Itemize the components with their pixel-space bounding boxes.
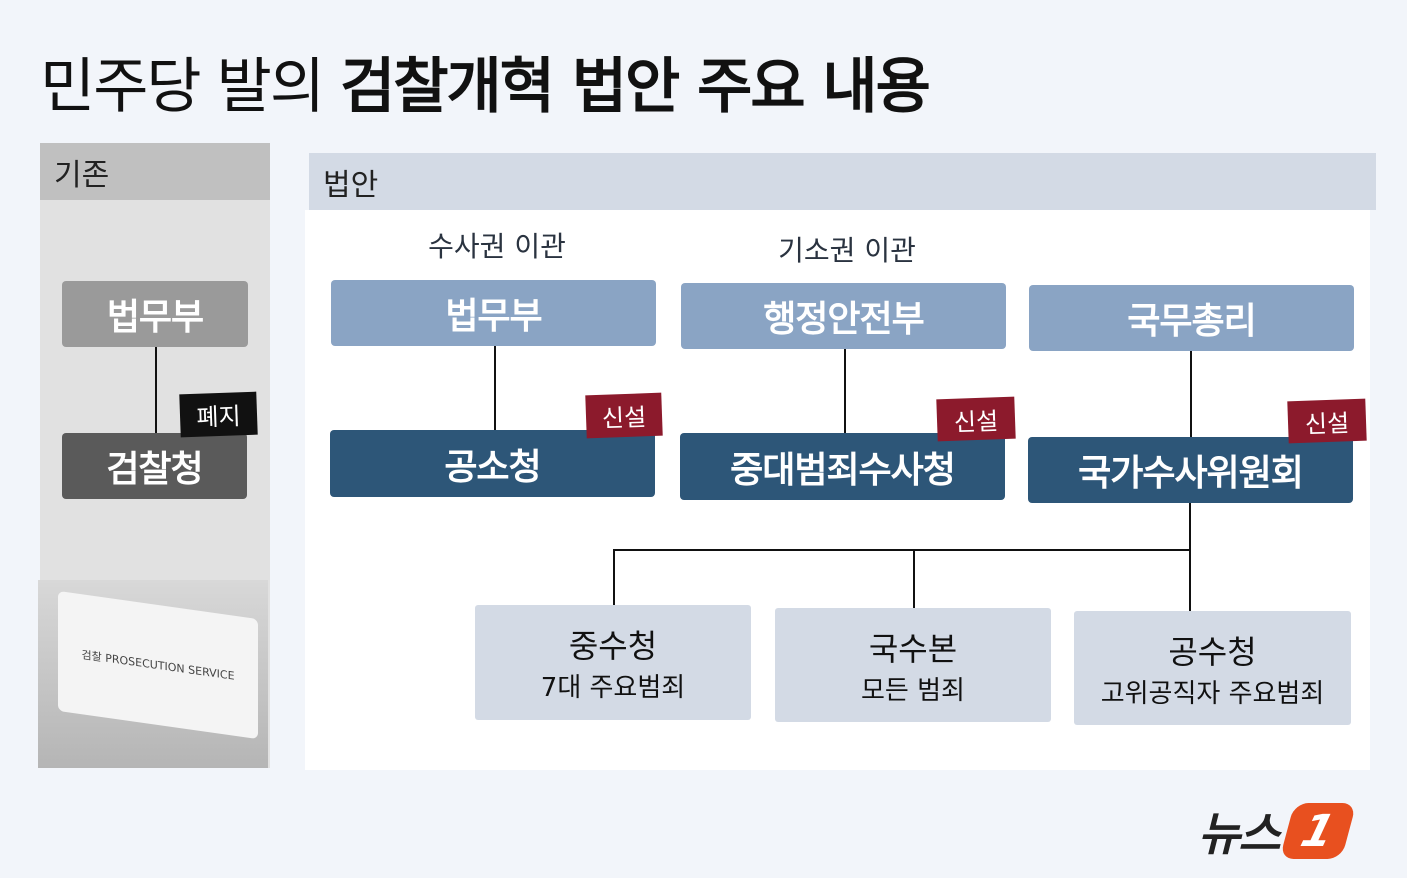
abolish-tag: 폐지 [179, 391, 258, 438]
leaf-desc: 모든 범죄 [861, 675, 965, 706]
flag-text: 검찰 PROSECUTION SERVICE [81, 648, 235, 683]
connector [1189, 503, 1191, 611]
national-investigation-committee: 국가수사위원회 [1028, 437, 1353, 503]
logo-mark: 1 [1279, 803, 1357, 859]
connector [1190, 351, 1192, 437]
title-bold: 검찰개혁 법안 주요 내용 [340, 52, 931, 122]
column-label: 기소권 이관 [778, 234, 916, 267]
new-ministry-justice: 법무부 [331, 280, 656, 346]
leaf-desc: 고위공직자 주요범죄 [1100, 678, 1325, 709]
connector [613, 549, 1191, 551]
flag: 검찰 PROSECUTION SERVICE [58, 590, 258, 740]
old-ministry-justice: 법무부 [62, 281, 248, 347]
connector [155, 347, 157, 433]
connector [494, 346, 496, 430]
public-prosecution-office: 공소청 [330, 430, 655, 497]
connector [844, 349, 846, 433]
ministry-interior: 행정안전부 [681, 283, 1006, 349]
flag-image: 검찰 PROSECUTION SERVICE [38, 580, 268, 768]
leaf-title: 중수청 [568, 627, 658, 665]
column-label: 수사권 이관 [428, 230, 566, 263]
serious-crime-investigation-agency: 중대범죄수사청 [680, 433, 1005, 500]
title-light: 민주당 발의 [40, 52, 325, 122]
new-tag: 신설 [585, 392, 663, 439]
page-title: 민주당 발의 검찰개혁 법안 주요 내용 [40, 38, 931, 125]
leaf-box: 국수본 모든 범죄 [775, 608, 1051, 722]
bill-header: 법안 [309, 153, 1376, 210]
new-tag: 신설 [1287, 398, 1367, 444]
existing-header: 기존 [40, 143, 270, 200]
new-tag: 신설 [936, 396, 1016, 442]
leaf-box: 중수청 7대 주요범죄 [475, 605, 751, 720]
leaf-desc: 7대 주요범죄 [540, 673, 686, 703]
connector [913, 549, 915, 608]
logo-text: 뉴스 [1198, 807, 1281, 861]
news1-logo: 뉴스 1 [1198, 798, 1357, 864]
old-prosecution: 검찰청 [62, 433, 247, 499]
prime-minister: 국무총리 [1029, 285, 1354, 351]
leaf-box: 공수청 고위공직자 주요범죄 [1074, 611, 1351, 725]
connector [613, 549, 615, 605]
leaf-title: 공수청 [1168, 632, 1257, 671]
leaf-title: 국수본 [868, 629, 958, 668]
